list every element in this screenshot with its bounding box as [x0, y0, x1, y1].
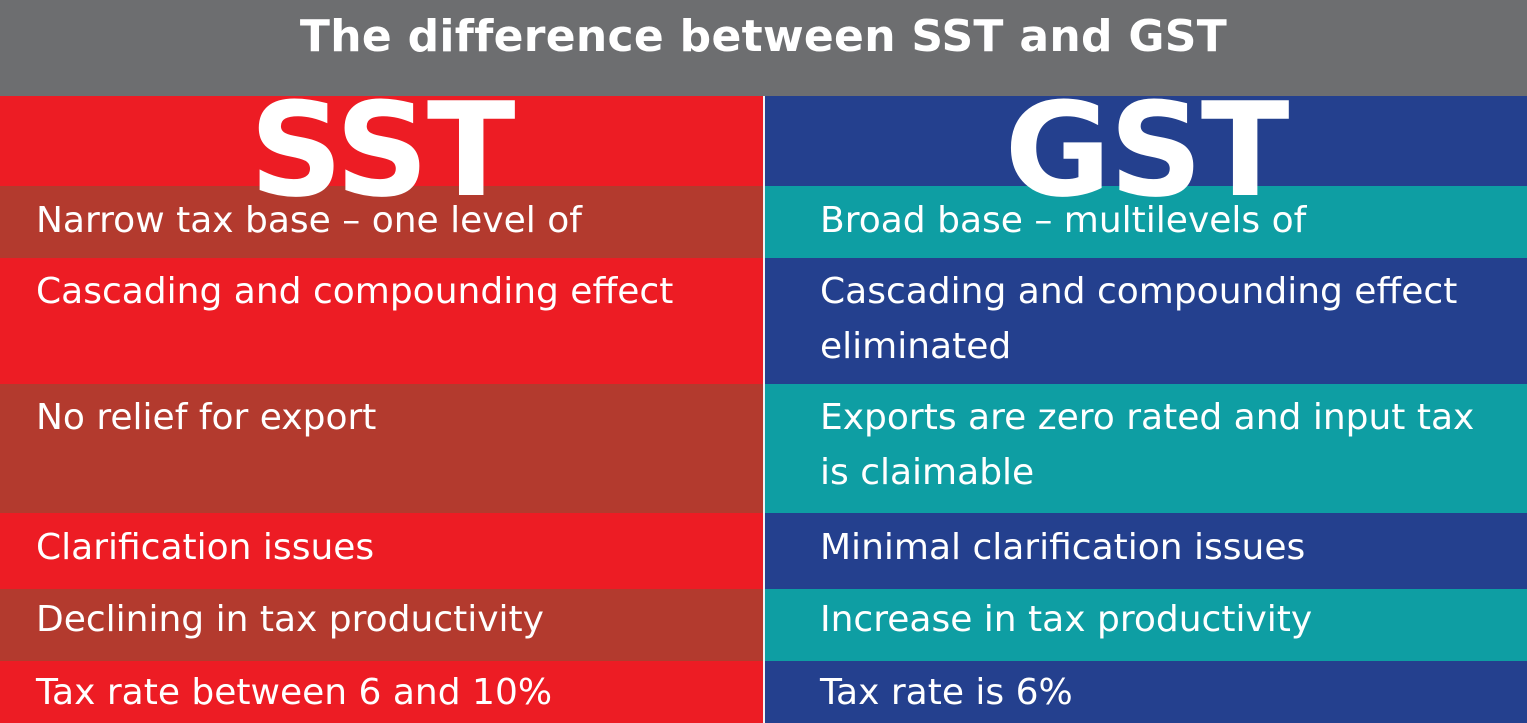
sst-row-3: No relief for export [0, 384, 763, 513]
sst-row-6-text: Tax rate between 6 and 10% [36, 672, 553, 713]
gst-row-4-text: Minimal clarification issues [820, 527, 1306, 568]
sst-row-2: Cascading and compounding effect [0, 258, 763, 384]
gst-header-row [765, 96, 1527, 186]
gst-row-6: Tax rate is 6% [765, 661, 1527, 723]
sst-row-3-text: No relief for export [36, 397, 377, 438]
sst-row-4: Clarification issues [0, 513, 763, 589]
sst-heading: SST [0, 85, 763, 215]
sst-heading-text: SST [249, 74, 515, 226]
gst-row-1: Broad base – multilevels of production [765, 186, 1527, 296]
gst-row-3: Exports are zero rated and input tax is … [765, 384, 1527, 513]
gst-row-4: Minimal clarification issues [765, 513, 1527, 589]
gst-heading: GST [765, 85, 1527, 215]
gst-row-5-text: Increase in tax productivity [820, 599, 1313, 640]
gst-column: Broad base – multilevels of production C… [765, 96, 1527, 723]
sst-row-5-text: Declining in tax productivity [36, 599, 544, 640]
gst-row-2-text: Cascading and compounding effect elimina… [820, 271, 1458, 367]
sst-row-4-text: Clarification issues [36, 527, 375, 568]
gst-heading-text: GST [1004, 74, 1289, 226]
column-divider [763, 96, 765, 723]
sst-row-2-text: Cascading and compounding effect [36, 271, 674, 312]
gst-row-2: Cascading and compounding effect elimina… [765, 258, 1527, 384]
page-title: The difference between SST and GST [299, 11, 1228, 62]
sst-row-5: Declining in tax productivity [0, 589, 763, 661]
gst-row-6-text: Tax rate is 6% [820, 672, 1073, 713]
sst-header-row [0, 96, 763, 186]
sst-column: Narrow tax base – one level of productio… [0, 96, 763, 723]
sst-row-6: Tax rate between 6 and 10% [0, 661, 763, 723]
gst-row-5: Increase in tax productivity [765, 589, 1527, 661]
gst-row-3-text: Exports are zero rated and input tax is … [820, 397, 1475, 493]
title-bar: The difference between SST and GST [0, 0, 1527, 96]
